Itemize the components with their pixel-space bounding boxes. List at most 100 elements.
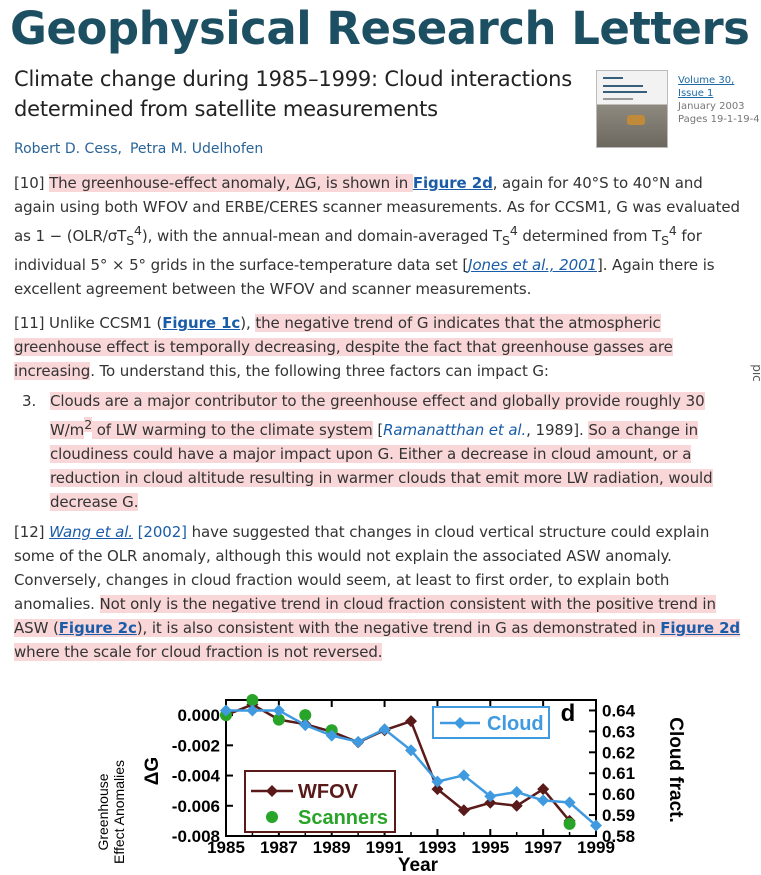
cloud-data-point [405, 744, 417, 757]
y-axis-right-label: Cloud fract. [665, 717, 686, 823]
para-text: ), with the annual-mean and domain-avera… [141, 227, 502, 245]
scanners-data-point [563, 817, 576, 830]
reference-link[interactable]: Ramanatthan et al. [383, 421, 527, 439]
x-tick-label: 1985 [207, 838, 245, 857]
y-right-tick-label: 0.58 [602, 827, 635, 846]
superscript: 4 [134, 223, 142, 238]
list-item-text: Clouds are a major contributor to the gr… [50, 389, 742, 514]
x-tick-label: 1995 [471, 838, 509, 857]
figure-1c-link[interactable]: Figure 1c [162, 314, 241, 332]
author-list: Robert D. Cess, Petra M. Udelhofen [14, 141, 271, 157]
superscript: 2 [84, 417, 93, 432]
para-text: ), [240, 314, 256, 332]
para-text: for individual 5° × 5° grids in the surf… [14, 227, 702, 274]
scanners-data-point [272, 713, 285, 726]
cloud-data-point [563, 796, 576, 809]
para-text: , again for 40°S to 40°N and again using… [14, 174, 740, 245]
x-tick-label: 1987 [260, 838, 298, 857]
wfov-data-point [405, 715, 417, 728]
wfov-data-point [510, 799, 523, 812]
highlighted-text: of LW warming to the climate system [92, 421, 373, 439]
wfov-data-point [537, 783, 550, 796]
para-text: have suggested that changes in cloud ver… [14, 523, 710, 613]
y-axis-outer-label-line2: Effect Anomalies [111, 760, 127, 864]
issue-pages: Pages 19-1-19-4 [678, 114, 760, 125]
para-text: ]. Again there is excellent agreement be… [14, 256, 715, 298]
y-axis-outer-label-line1: Greenhouse [95, 773, 111, 850]
x-tick-label: 1989 [313, 838, 351, 857]
paragraph-11: [11] Unlike CCSM1 (Figure 1c), the negat… [14, 311, 742, 383]
figure-2c-link[interactable]: Figure 2c [58, 619, 137, 637]
y-left-tick-label: -0.002 [172, 736, 220, 755]
highlighted-text: where the scale for cloud fraction is no… [14, 643, 383, 661]
cloud-data-point [299, 719, 312, 732]
para-number: [10] [14, 174, 50, 192]
cloud-legend-marker [454, 717, 466, 729]
wfov-data-point [431, 783, 444, 796]
y-right-tick-label: 0.62 [602, 743, 635, 762]
y-left-tick-label: -0.006 [172, 797, 220, 816]
y-left-tick-label: -0.004 [172, 767, 221, 786]
cloud-data-point [220, 704, 232, 717]
cloud-data-point [510, 786, 523, 799]
para-text: determined from T [517, 227, 662, 245]
reference-year[interactable]: [2002] [132, 523, 187, 541]
scanners-legend-label: Scanners [298, 807, 388, 829]
paragraph-12: [12] Wang et al. [2002] have suggested t… [14, 520, 742, 664]
article-title: Climate change during 1985–1999: Cloud i… [14, 67, 572, 121]
volume-link[interactable]: Volume 30, Issue 1 [678, 75, 735, 99]
scanners-data-point [299, 709, 312, 722]
x-tick-label: 1997 [524, 838, 562, 857]
issue-info: Volume 30, Issue 1 January 2003 Pages 19… [678, 74, 761, 126]
cloud-data-point [590, 819, 602, 832]
x-axis-label: Year [398, 855, 439, 875]
cloud-data-point [352, 735, 365, 748]
y-left-tick-label: 0.000 [177, 706, 220, 725]
subscript: S [126, 233, 135, 248]
figure-2d-link[interactable]: Figure 2d [412, 174, 493, 192]
wfov-data-point [457, 804, 470, 817]
reference-link[interactable]: Wang et al. [49, 523, 133, 541]
cloud-data-point [537, 794, 550, 807]
para-number: [12] [14, 523, 50, 541]
cloud-data-point [484, 790, 497, 803]
para-text: , 1989]. [526, 421, 589, 439]
x-tick-label: 1991 [366, 838, 404, 857]
issue-date: January 2003 [678, 101, 745, 112]
y-axis-left-label: ΔG [142, 757, 163, 785]
x-tick-label: 1993 [419, 838, 457, 857]
panel-label: d [561, 700, 576, 727]
greenhouse-cloud-chart: 1985 1987 1989 1991 1993 1995 1997 1999 0.000 -0.… [95, 694, 686, 875]
subscript: S [501, 233, 510, 248]
highlighted-text: The greenhouse-effect anomaly, ΔG, is sh… [49, 174, 413, 192]
reference-link[interactable]: Jones et al., 2001 [468, 256, 597, 274]
highlighted-text: ), it is also consistent with the negati… [136, 619, 661, 637]
wfov-legend-marker [266, 785, 278, 797]
cloud-data-point [246, 704, 259, 717]
journal-title[interactable]: Geophysical Research Letters [10, 2, 750, 55]
subscript: S [661, 233, 669, 248]
para-text: [ [372, 421, 384, 439]
scanners-legend-marker [266, 811, 278, 823]
author-link[interactable]: Petra M. Udelhofen [129, 141, 264, 157]
list-item-3: 3. Clouds are a major contributor to the… [22, 389, 742, 514]
superscript: 4 [668, 223, 677, 238]
cloud-data-point [325, 729, 338, 742]
y-right-tick-label: 0.64 [602, 701, 636, 720]
figure-2d-link[interactable]: Figure 2d [660, 619, 741, 637]
y-right-tick-label: 0.59 [602, 806, 635, 825]
author-link[interactable]: Robert D. Cess, [14, 141, 122, 157]
y-right-tick-label: 0.63 [602, 722, 635, 741]
cloud-data-point [431, 775, 444, 788]
y-left-tick-label: -0.008 [172, 827, 220, 846]
cloud-data-point [378, 723, 391, 736]
y-right-tick-label: 0.61 [602, 764, 635, 783]
x-tick-label: 1999 [577, 838, 615, 857]
superscript: 4 [509, 223, 518, 238]
paragraph-10: [10] The greenhouse-effect anomaly, ΔG, … [14, 171, 742, 301]
scanners-data-point [246, 694, 259, 706]
journal-cover-image[interactable] [596, 70, 668, 148]
cloud-data-point [272, 704, 285, 717]
y-right-tick-label: 0.60 [602, 785, 635, 804]
para-number: [11] Unlike CCSM1 ( [14, 314, 163, 332]
